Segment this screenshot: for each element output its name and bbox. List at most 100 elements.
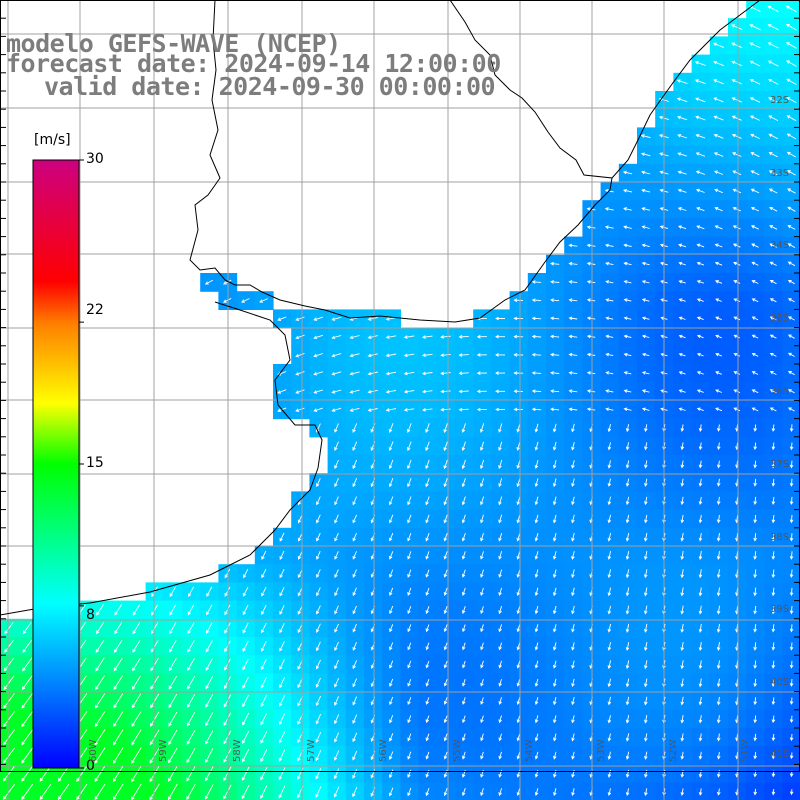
lat-label: 36S [770,386,790,397]
wind-arrow [385,335,397,339]
wind-arrow [771,551,776,560]
wind-arrow [644,788,648,797]
wind-arrow [295,352,305,358]
wind-arrow [550,261,560,266]
wind-arrow [278,785,286,799]
wind-arrow [498,587,503,597]
wind-arrow [749,60,761,67]
wind-arrow [205,712,214,727]
wind-arrow [498,624,503,633]
wind-arrow [534,678,539,687]
wind-arrow [751,298,759,303]
wind-arrow [205,640,213,653]
wind-arrow [407,624,412,633]
wind-arrow [785,42,797,49]
wind-arrow [571,605,575,615]
wind-arrow [443,660,448,669]
wind-arrow [695,188,705,193]
wind-arrow [407,532,412,542]
wind-arrow [568,407,578,412]
wind-arrow [625,751,630,760]
wind-arrow [769,280,777,285]
wind-arrow [498,678,502,687]
wind-arrow [206,622,213,634]
wind-arrow [352,660,358,670]
wind-arrow [604,225,614,230]
wind-arrow [315,677,321,688]
wind-arrow [625,642,630,651]
wind-arrow [625,551,630,560]
wind-arrow [571,715,575,724]
wind-arrow [385,408,397,412]
wind-arrow [623,225,632,229]
wind-arrow [714,188,723,194]
wind-arrow [513,371,524,375]
wind-arrow [259,298,268,303]
wind-arrow [733,298,741,303]
wind-arrow [678,316,686,321]
wind-arrow [461,606,466,615]
wind-arrow [607,532,612,542]
wind-arrow [334,532,339,542]
wind-arrow [334,696,340,706]
lat-label: 32S [770,95,790,106]
wind-arrow [789,697,794,705]
wind-arrow [550,371,560,375]
wind-arrow [787,407,795,412]
colorbar-label-0: 0 [86,758,95,774]
wind-cell [782,327,800,347]
wind-arrow [750,133,760,140]
wind-arrow [516,605,521,615]
wind-arrow [313,371,324,376]
lon-label: 59W [158,739,169,762]
wind-arrow [680,442,685,451]
wind-arrow [698,424,703,432]
wind-arrow [534,605,539,615]
wind-arrow [625,623,630,633]
wind-arrow [768,97,779,103]
wind-arrow [623,280,632,284]
wind-arrow [714,207,723,212]
wind-arrow [169,586,176,597]
wind-arrow [623,389,632,393]
wind-arrow [751,371,759,375]
wind-arrow [786,170,796,176]
wind-arrow [498,697,502,706]
wind-arrow [516,697,521,706]
wind-arrow [21,783,34,800]
wind-arrow [731,97,742,103]
wind-arrow [571,496,575,506]
wind-arrow [607,514,612,524]
wind-arrow [715,352,722,357]
wind-arrow [571,751,575,760]
wind-arrow [643,587,648,597]
wind-arrow [150,640,159,653]
wind-arrow [334,423,339,433]
wind-arrow [768,115,779,121]
wind-arrow [260,695,268,708]
wind-arrow [750,152,760,158]
wind-arrow [625,496,630,506]
wind-arrow [480,679,484,687]
wind-arrow [733,280,741,284]
wind-arrow [643,678,648,688]
wind-arrow [787,298,795,303]
wind-arrow [480,496,485,506]
wind-arrow [716,496,721,506]
colorbar-label-8: 8 [86,607,95,623]
wind-arrow [498,660,502,669]
wind-arrow [571,478,575,488]
wind-arrow [3,675,15,691]
wind-arrow [751,352,759,357]
wind-arrow [607,660,612,670]
wind-arrow [568,371,578,375]
wind-arrow [714,243,723,248]
wind-arrow [480,514,484,524]
lat-label: 38S [770,532,790,543]
wind-arrow [352,496,358,506]
wind-arrow [476,353,487,357]
wind-arrow [352,642,357,651]
wind-arrow [789,679,794,687]
wind-arrow [607,642,612,651]
